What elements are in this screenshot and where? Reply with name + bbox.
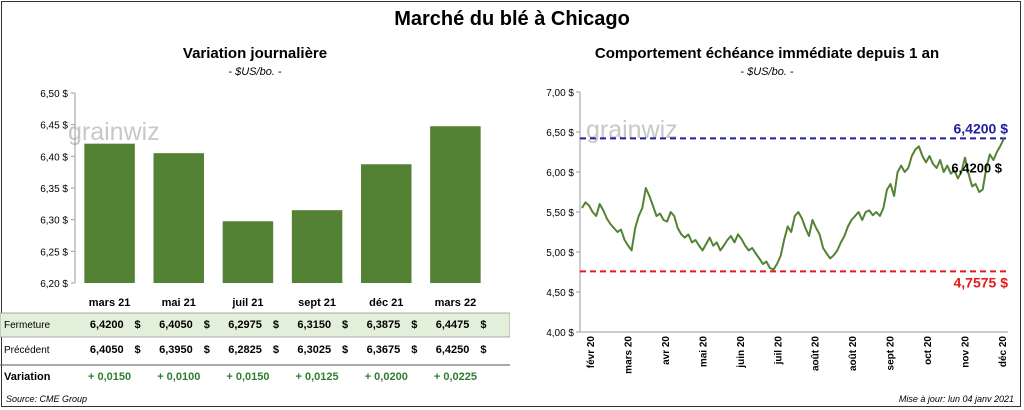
right-y-tick-label: 6,50 $ (546, 128, 574, 139)
right-y-tick-label: 6,00 $ (546, 168, 574, 179)
right-y-tick-label: 4,00 $ (546, 328, 574, 339)
left-y-tick-label: 6,40 $ (40, 152, 68, 163)
row-label: Fermeture (4, 320, 51, 331)
variation-cell: + 0,0200 (365, 371, 408, 383)
x-tick-label: déc 20 (998, 336, 1009, 368)
source-note: Source: CME Group (6, 394, 88, 404)
x-tick-label: mai 20 (698, 336, 709, 368)
last-value-label: 6,4200 $ (951, 160, 1002, 175)
column-header: mars 22 (435, 297, 477, 309)
left-y-axis: 6,20 $ 6,25 $ 6,30 $ 6,35 $ 6,40 $ 6,45 $ 6,50… (40, 89, 76, 290)
x-tick-label: nov 20 (961, 336, 972, 368)
right-x-axis: févr 20 mars 20 avr 20 mai 20 juin 20 juil 20… (586, 336, 1009, 374)
left-y-tick-label: 6,45 $ (40, 121, 68, 132)
left-y-tick-label: 6,50 $ (40, 89, 68, 100)
left-y-tick-label: 6,30 $ (40, 216, 68, 227)
currency-sign: $ (135, 319, 141, 331)
reference-label: 4,7575 $ (954, 274, 1009, 290)
x-tick-label: août 20 (811, 336, 822, 371)
currency-sign: $ (480, 344, 486, 356)
table-cell: 6,4050 (90, 344, 124, 356)
main-title: Marché du blé à Chicago (394, 8, 630, 30)
price-line: 6,4200 $ (581, 137, 1005, 271)
right-y-tick-label: 7,00 $ (546, 88, 574, 99)
left-y-tick-label: 6,20 $ (40, 279, 68, 290)
left-chart-title: Variation journalière (183, 45, 327, 62)
table-cell: 6,4200 (90, 319, 124, 331)
reference-lines: 6,4200 $ 4,7575 $ (580, 120, 1008, 290)
table-cell: 6,4050 (159, 319, 193, 331)
x-tick-label: févr 20 (586, 336, 597, 369)
left-bars (84, 126, 481, 283)
table-cell: 6,2975 (228, 319, 262, 331)
column-header: mai 21 (162, 297, 196, 309)
left-chart-unit: - $US/bo. - (228, 66, 282, 78)
currency-sign: $ (342, 344, 348, 356)
x-tick-label: juil 20 (773, 336, 784, 366)
right-y-axis: 4,00 $ 4,50 $ 5,00 $ 5,50 $ 6,00 $ 6,50 $ 7,00… (546, 88, 1008, 339)
left-bar (361, 164, 412, 283)
data-table: mars 21 mai 21 juil 21 sept 21 déc 21 mars 22… (0, 297, 510, 383)
x-tick-label: mars 20 (623, 336, 634, 374)
update-note: Mise à jour: lun 04 janv 2021 (898, 394, 1014, 404)
left-chart: Variation journalière - $US/bo. - grainw… (0, 45, 510, 383)
currency-sign: $ (480, 319, 486, 331)
reference-label: 6,4200 $ (954, 120, 1009, 136)
variation-cell: + 0,0125 (296, 371, 339, 383)
left-bar (222, 221, 274, 283)
variation-cell: + 0,0100 (157, 371, 200, 383)
currency-sign: $ (204, 319, 210, 331)
left-bar (430, 126, 481, 283)
column-header: juil 21 (231, 297, 263, 309)
variation-cell: + 0,0225 (434, 371, 477, 383)
currency-sign: $ (135, 344, 141, 356)
column-header: mars 21 (89, 297, 131, 309)
table-cell: 6,2825 (228, 344, 262, 356)
currency-sign: $ (204, 344, 210, 356)
table-cell: 6,3025 (297, 344, 331, 356)
right-watermark: grainwiz (586, 116, 678, 144)
x-tick-label: sept 20 (886, 336, 897, 371)
currency-sign: $ (273, 344, 279, 356)
table-cell: 6,4250 (436, 344, 470, 356)
right-chart-title: Comportement échéance immédiate depuis 1… (595, 45, 939, 62)
column-header: sept 21 (298, 297, 336, 309)
table-cell: 6,4475 (436, 319, 470, 331)
right-chart: Comportement échéance immédiate depuis 1… (546, 45, 1009, 374)
right-y-tick-label: 4,50 $ (546, 288, 574, 299)
left-bar (291, 210, 343, 283)
right-y-tick-label: 5,50 $ (546, 208, 574, 219)
currency-sign: $ (273, 319, 279, 331)
price-line-path (581, 137, 1005, 271)
left-bar (153, 153, 204, 283)
right-chart-unit: - $US/bo. - (740, 66, 794, 78)
x-tick-label: juin 20 (736, 336, 747, 369)
table-cell: 6,3150 (297, 319, 331, 331)
left-y-tick-label: 6,35 $ (40, 184, 68, 195)
fermeture-row-bg (0, 312, 510, 338)
x-tick-label: oct 20 (923, 336, 934, 365)
left-watermark: grainwiz (68, 118, 160, 146)
row-label: Précédent (4, 345, 50, 356)
left-bar (84, 143, 135, 283)
currency-sign: $ (342, 319, 348, 331)
variation-cell: + 0,0150 (226, 371, 269, 383)
x-tick-label: avr 20 (661, 336, 672, 365)
currency-sign: $ (411, 344, 417, 356)
column-header: déc 21 (369, 297, 403, 309)
right-y-tick-label: 5,00 $ (546, 248, 574, 259)
currency-sign: $ (411, 319, 417, 331)
variation-cell: + 0,0150 (88, 371, 131, 383)
table-cell: 6,3950 (159, 344, 193, 356)
left-y-tick-label: 6,25 $ (40, 247, 68, 258)
row-label: Variation (4, 371, 51, 383)
table-cell: 6,3875 (367, 319, 401, 331)
table-cell: 6,3675 (367, 344, 401, 356)
x-tick-label: août 20 (848, 336, 859, 371)
